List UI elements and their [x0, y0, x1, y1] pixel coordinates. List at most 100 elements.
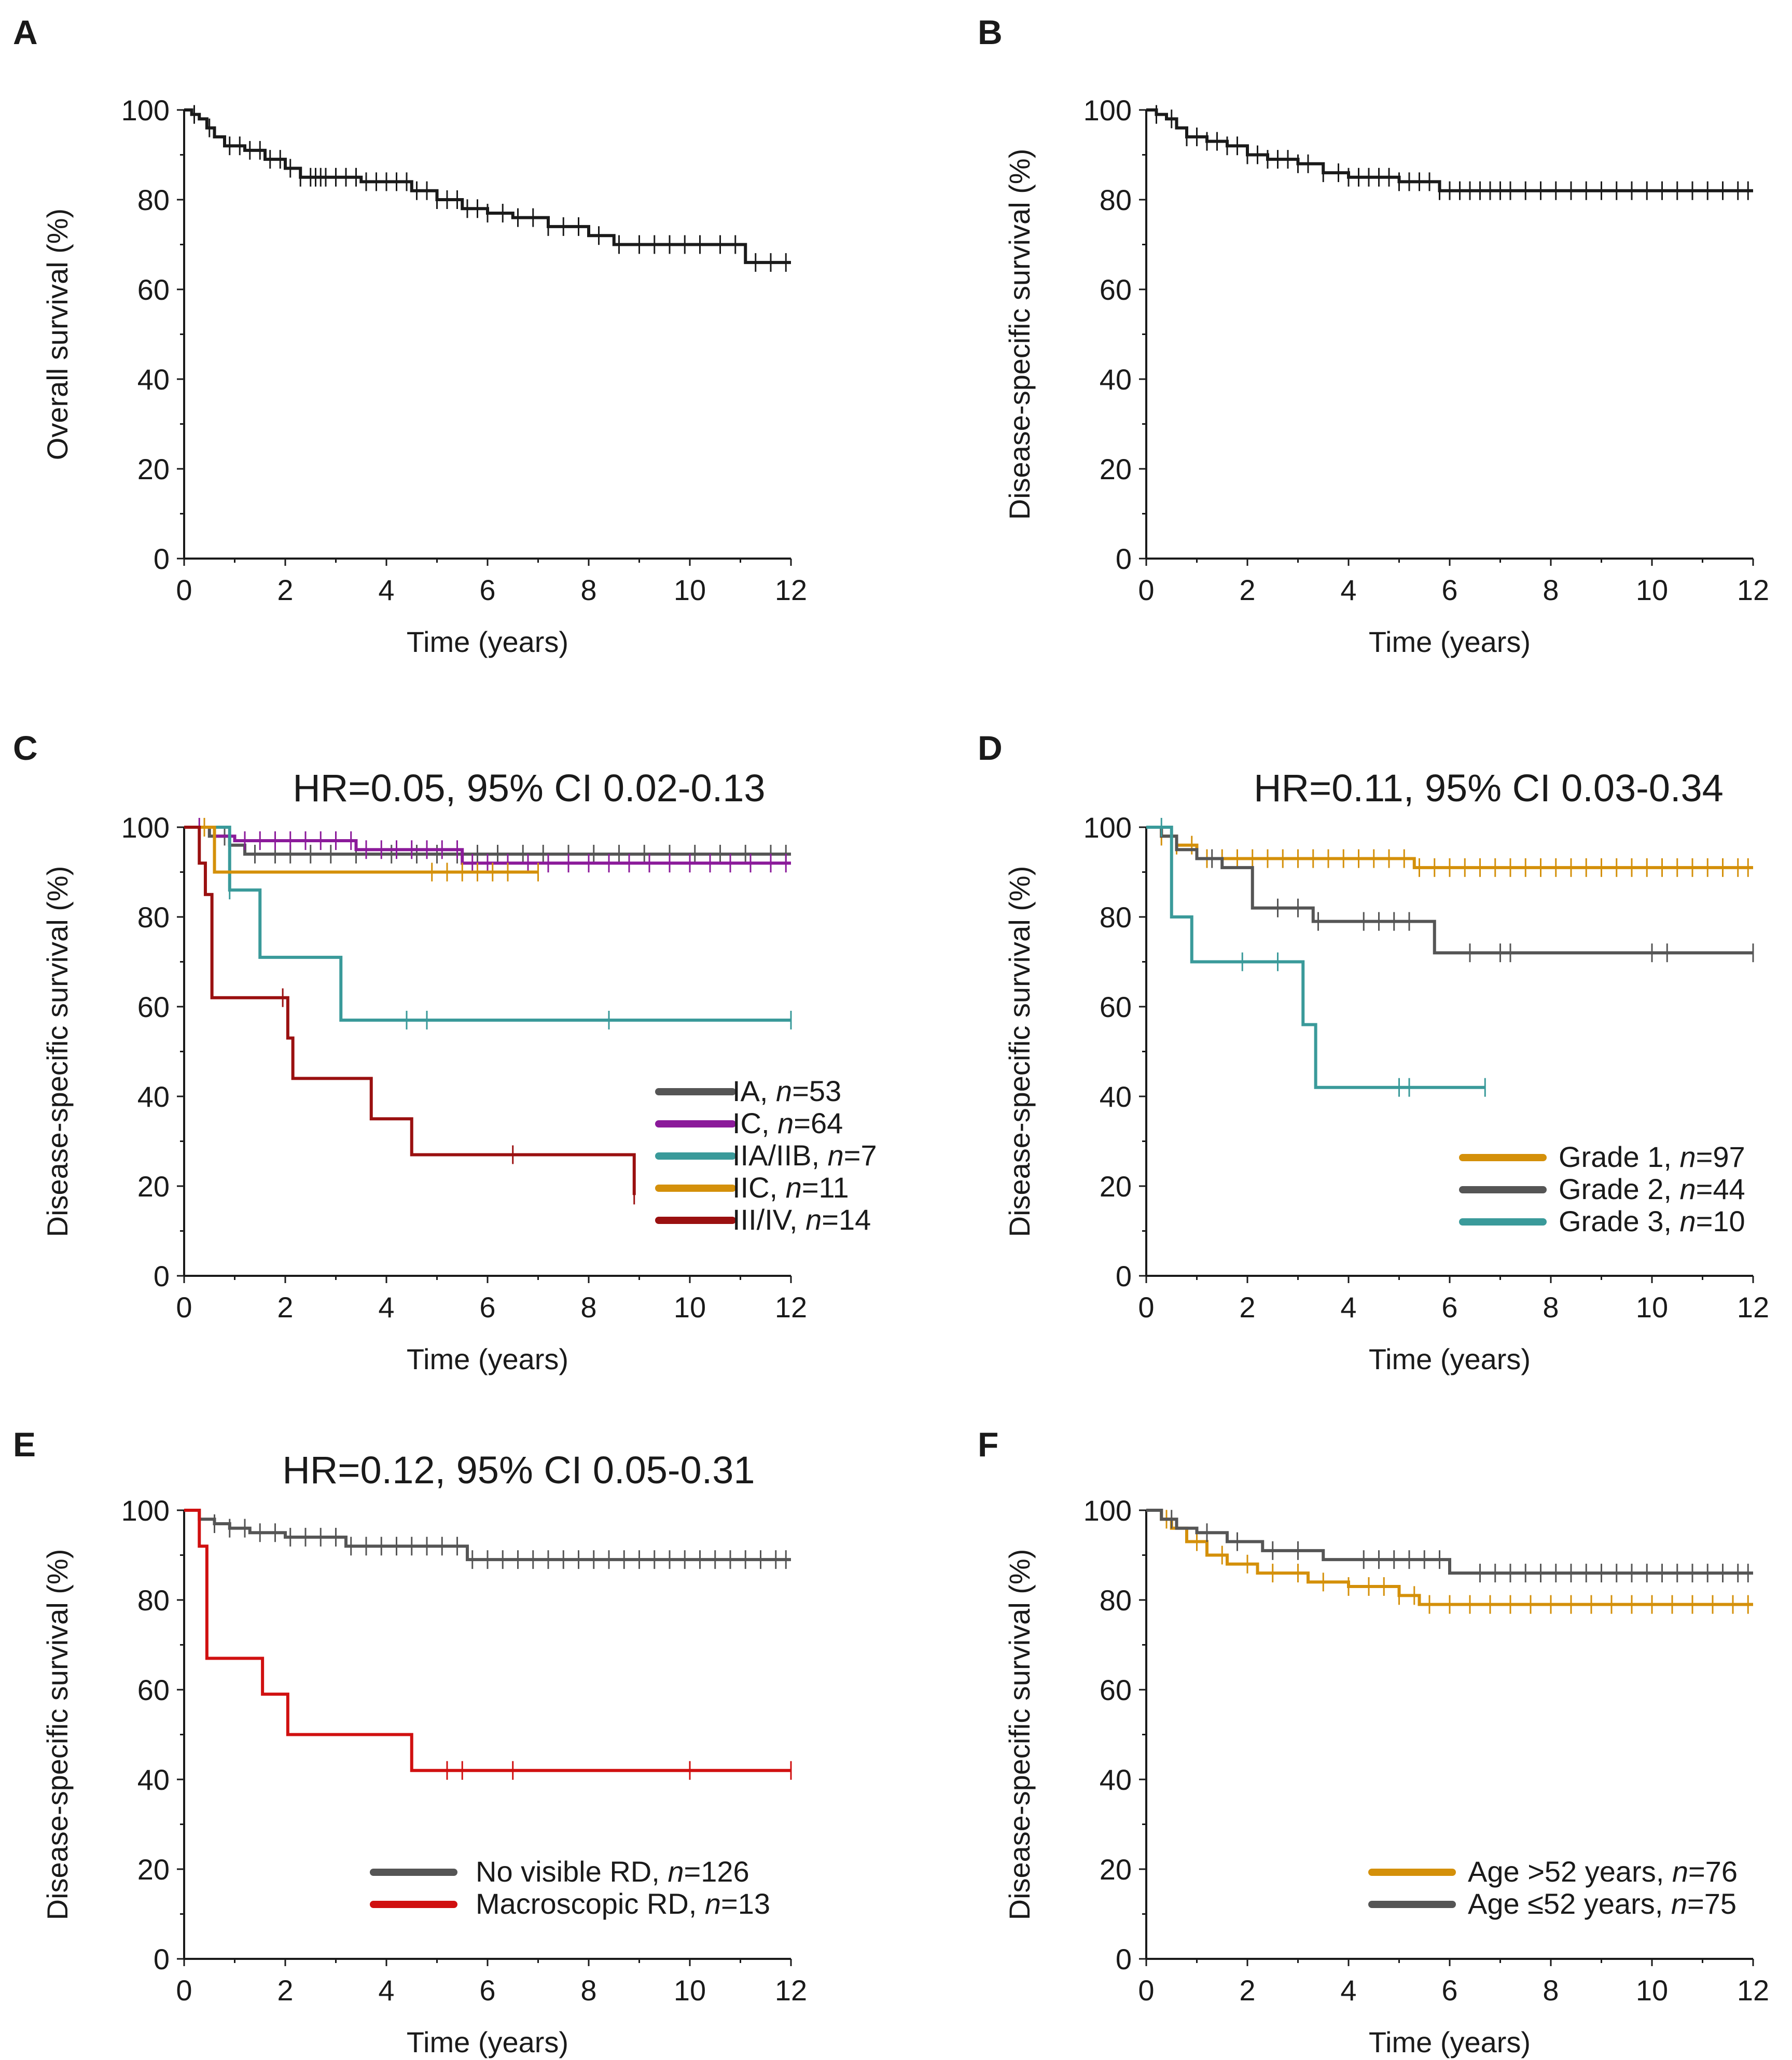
x-tick-label: 8 [1543, 1291, 1559, 1324]
panel-letter: E [13, 1425, 36, 1464]
x-axis-label: Time (years) [1369, 1343, 1531, 1375]
legend-label: Macroscopic RD, n=13 [476, 1887, 770, 1920]
y-tick-label: 80 [1100, 901, 1132, 934]
legend-n-symbol: n [1671, 1887, 1687, 1920]
legend-n-value: =76 [1688, 1855, 1738, 1888]
x-tick-label: 12 [775, 1291, 807, 1324]
legend-label: Grade 3, n=10 [1559, 1205, 1745, 1237]
panel-a: A 0 20 40 60 80 100 0 2 4 6 8 10 12 Time (years) Overal… [13, 13, 807, 658]
chart-title: HR=0.11, 95% CI 0.03-0.34 [1254, 767, 1724, 810]
legend-label: Age >52 years, n=76 [1468, 1855, 1738, 1888]
legend-n-symbol: n [668, 1855, 684, 1888]
survival-curve-iii-iv [184, 826, 636, 1195]
legend-label-text: III/IV, [732, 1203, 805, 1236]
legend-label-text: Grade 1, [1559, 1140, 1679, 1173]
legend-label: III/IV, n=14 [732, 1203, 871, 1236]
x-tick-label: 6 [1441, 1974, 1457, 2007]
x-tick-label: 2 [277, 1974, 293, 2007]
x-tick-label: 0 [1138, 1291, 1154, 1324]
y-tick-label: 40 [137, 1763, 170, 1796]
y-tick-label: 40 [137, 363, 170, 396]
legend-n-value: =126 [684, 1855, 749, 1888]
panel-d: D HR=0.11, 95% CI 0.03-0.34 0 20 40 60 80 100 0 2… [978, 729, 1769, 1375]
y-tick-label: 80 [137, 1584, 170, 1617]
legend-label: IIC, n=11 [732, 1171, 849, 1204]
legend-n-value: =53 [792, 1075, 841, 1107]
y-tick-label: 0 [154, 542, 170, 575]
legend-label-text: Age >52 years, [1468, 1855, 1672, 1888]
x-tick-label: 8 [580, 574, 596, 606]
legend-n-symbol: n [776, 1075, 792, 1107]
x-tick-label: 8 [580, 1291, 596, 1324]
x-tick-label: 0 [1138, 1974, 1154, 2007]
y-tick-label: 60 [137, 1674, 170, 1706]
legend-n-value: =10 [1696, 1205, 1745, 1237]
y-tick-label: 20 [137, 1853, 170, 1886]
y-tick-label: 60 [1100, 273, 1132, 306]
y-tick-label: 20 [1100, 1170, 1132, 1203]
x-tick-label: 10 [1636, 1974, 1668, 2007]
y-tick-label: 20 [1100, 453, 1132, 485]
legend-n-symbol: n [705, 1887, 721, 1920]
y-tick-label: 100 [1083, 1494, 1132, 1527]
legend-label-text: IIC, [732, 1171, 786, 1204]
legend-n-value: =11 [802, 1171, 849, 1204]
y-tick-label: 80 [1100, 184, 1132, 216]
x-tick-label: 4 [1340, 1974, 1356, 2007]
x-tick-label: 2 [1239, 1291, 1255, 1324]
y-tick-label: 80 [1100, 1584, 1132, 1617]
y-axis-label: Disease-specific survival (%) [1003, 149, 1036, 520]
x-axis-label: Time (years) [1369, 2026, 1531, 2058]
survival-curve-all-patients [184, 108, 791, 265]
x-tick-label: 10 [1636, 1291, 1668, 1324]
y-tick-label: 40 [1100, 1763, 1132, 1796]
legend-n-symbol: n [805, 1203, 822, 1236]
legend-n-symbol: n [1679, 1140, 1696, 1173]
legend-n-symbol: n [1672, 1855, 1688, 1888]
x-tick-label: 10 [674, 574, 706, 606]
legend-n-value: =64 [794, 1107, 843, 1139]
y-tick-label: 0 [1116, 1943, 1132, 1975]
x-tick-label: 0 [176, 1974, 192, 2007]
legend-n-value: =7 [844, 1139, 877, 1172]
x-tick-label: 12 [1737, 1974, 1769, 2007]
x-tick-label: 2 [277, 574, 293, 606]
panel-letter: F [978, 1425, 998, 1464]
x-tick-label: 6 [479, 1974, 495, 2007]
y-axis-label: Disease-specific survival (%) [1003, 1549, 1036, 1920]
y-tick-label: 40 [1100, 1080, 1132, 1113]
y-tick-label: 20 [137, 453, 170, 485]
panel-e: E HR=0.12, 95% CI 0.05-0.31 0 20 40 60 80 100 0 2… [13, 1425, 807, 2058]
y-axis-label: Disease-specific survival (%) [1003, 866, 1036, 1237]
legend-label-text: No visible RD, [476, 1855, 668, 1888]
y-tick-label: 20 [137, 1170, 170, 1203]
legend-n-value: =44 [1696, 1173, 1745, 1205]
y-tick-label: 20 [1100, 1853, 1132, 1886]
chart-title: HR=0.05, 95% CI 0.02-0.13 [293, 767, 765, 810]
y-tick-label: 60 [137, 273, 170, 306]
legend-label: IIA/IIB, n=7 [732, 1139, 877, 1172]
y-tick-label: 100 [1083, 811, 1132, 844]
chart-title: HR=0.12, 95% CI 0.05-0.31 [282, 1449, 755, 1492]
y-tick-label: 0 [1116, 1260, 1132, 1292]
x-tick-label: 8 [1543, 574, 1559, 606]
x-tick-label: 6 [479, 1291, 495, 1324]
y-tick-label: 80 [137, 184, 170, 216]
y-tick-label: 40 [137, 1080, 170, 1113]
x-tick-label: 8 [1543, 1974, 1559, 2007]
x-tick-label: 0 [1138, 574, 1154, 606]
survival-curve-age-52-years [1146, 1509, 1753, 1606]
survival-curve-iia-iib [184, 826, 791, 1022]
x-tick-label: 12 [775, 574, 807, 606]
x-tick-label: 6 [1441, 1291, 1457, 1324]
legend-n-value: =13 [721, 1887, 770, 1920]
y-tick-label: 100 [1083, 94, 1132, 127]
x-tick-label: 10 [674, 1974, 706, 2007]
x-tick-label: 2 [277, 1291, 293, 1324]
legend-label-text: Grade 3, [1559, 1205, 1679, 1237]
panel-letter: C [13, 729, 38, 767]
x-axis-label: Time (years) [407, 2026, 568, 2058]
y-axis-label: Overall survival (%) [41, 208, 74, 460]
y-axis-label: Disease-specific survival (%) [41, 1549, 74, 1920]
